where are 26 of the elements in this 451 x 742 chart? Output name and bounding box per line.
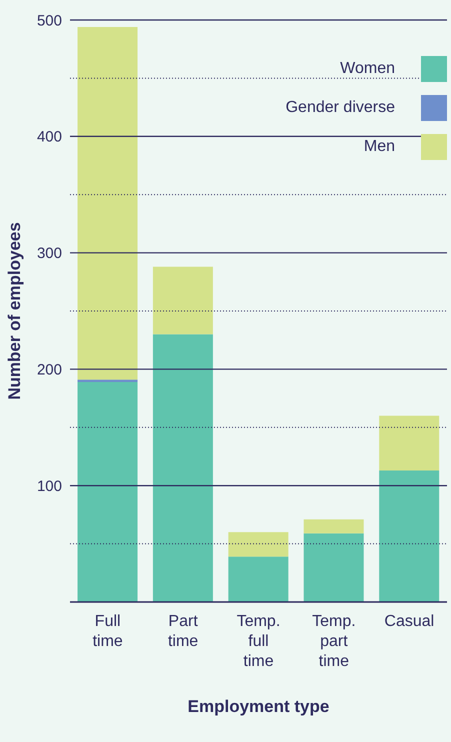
y-tick-label: 200 (36, 362, 62, 379)
x-tick-label: Part time (168, 613, 198, 650)
y-tick-label: 500 (36, 12, 62, 30)
bar (152, 334, 213, 602)
bar (379, 416, 440, 470)
y-tick-label: 300 (36, 245, 62, 262)
y-axis-title: Number of employees (5, 222, 24, 400)
y-tick-label: 400 (36, 128, 62, 146)
bar (304, 533, 364, 602)
bar (78, 26, 138, 380)
bar (78, 380, 138, 382)
x-tick-label: Casual (384, 613, 434, 630)
bar (228, 556, 288, 602)
bar (78, 382, 138, 602)
x-tick-label: Full time (92, 613, 123, 650)
bar (152, 266, 213, 334)
legend-label: Women (340, 60, 395, 78)
x-tick-label: Temp. full time (236, 613, 280, 670)
bar (304, 519, 364, 534)
x-axis-title: Employment type (188, 697, 330, 716)
y-tick-label: 100 (36, 478, 62, 495)
bar (379, 470, 440, 602)
legend-label: Gender diverse (286, 99, 395, 117)
bar (228, 532, 288, 557)
x-tick-label: Temp. part time (312, 613, 356, 670)
legend-label: Men (364, 138, 395, 156)
